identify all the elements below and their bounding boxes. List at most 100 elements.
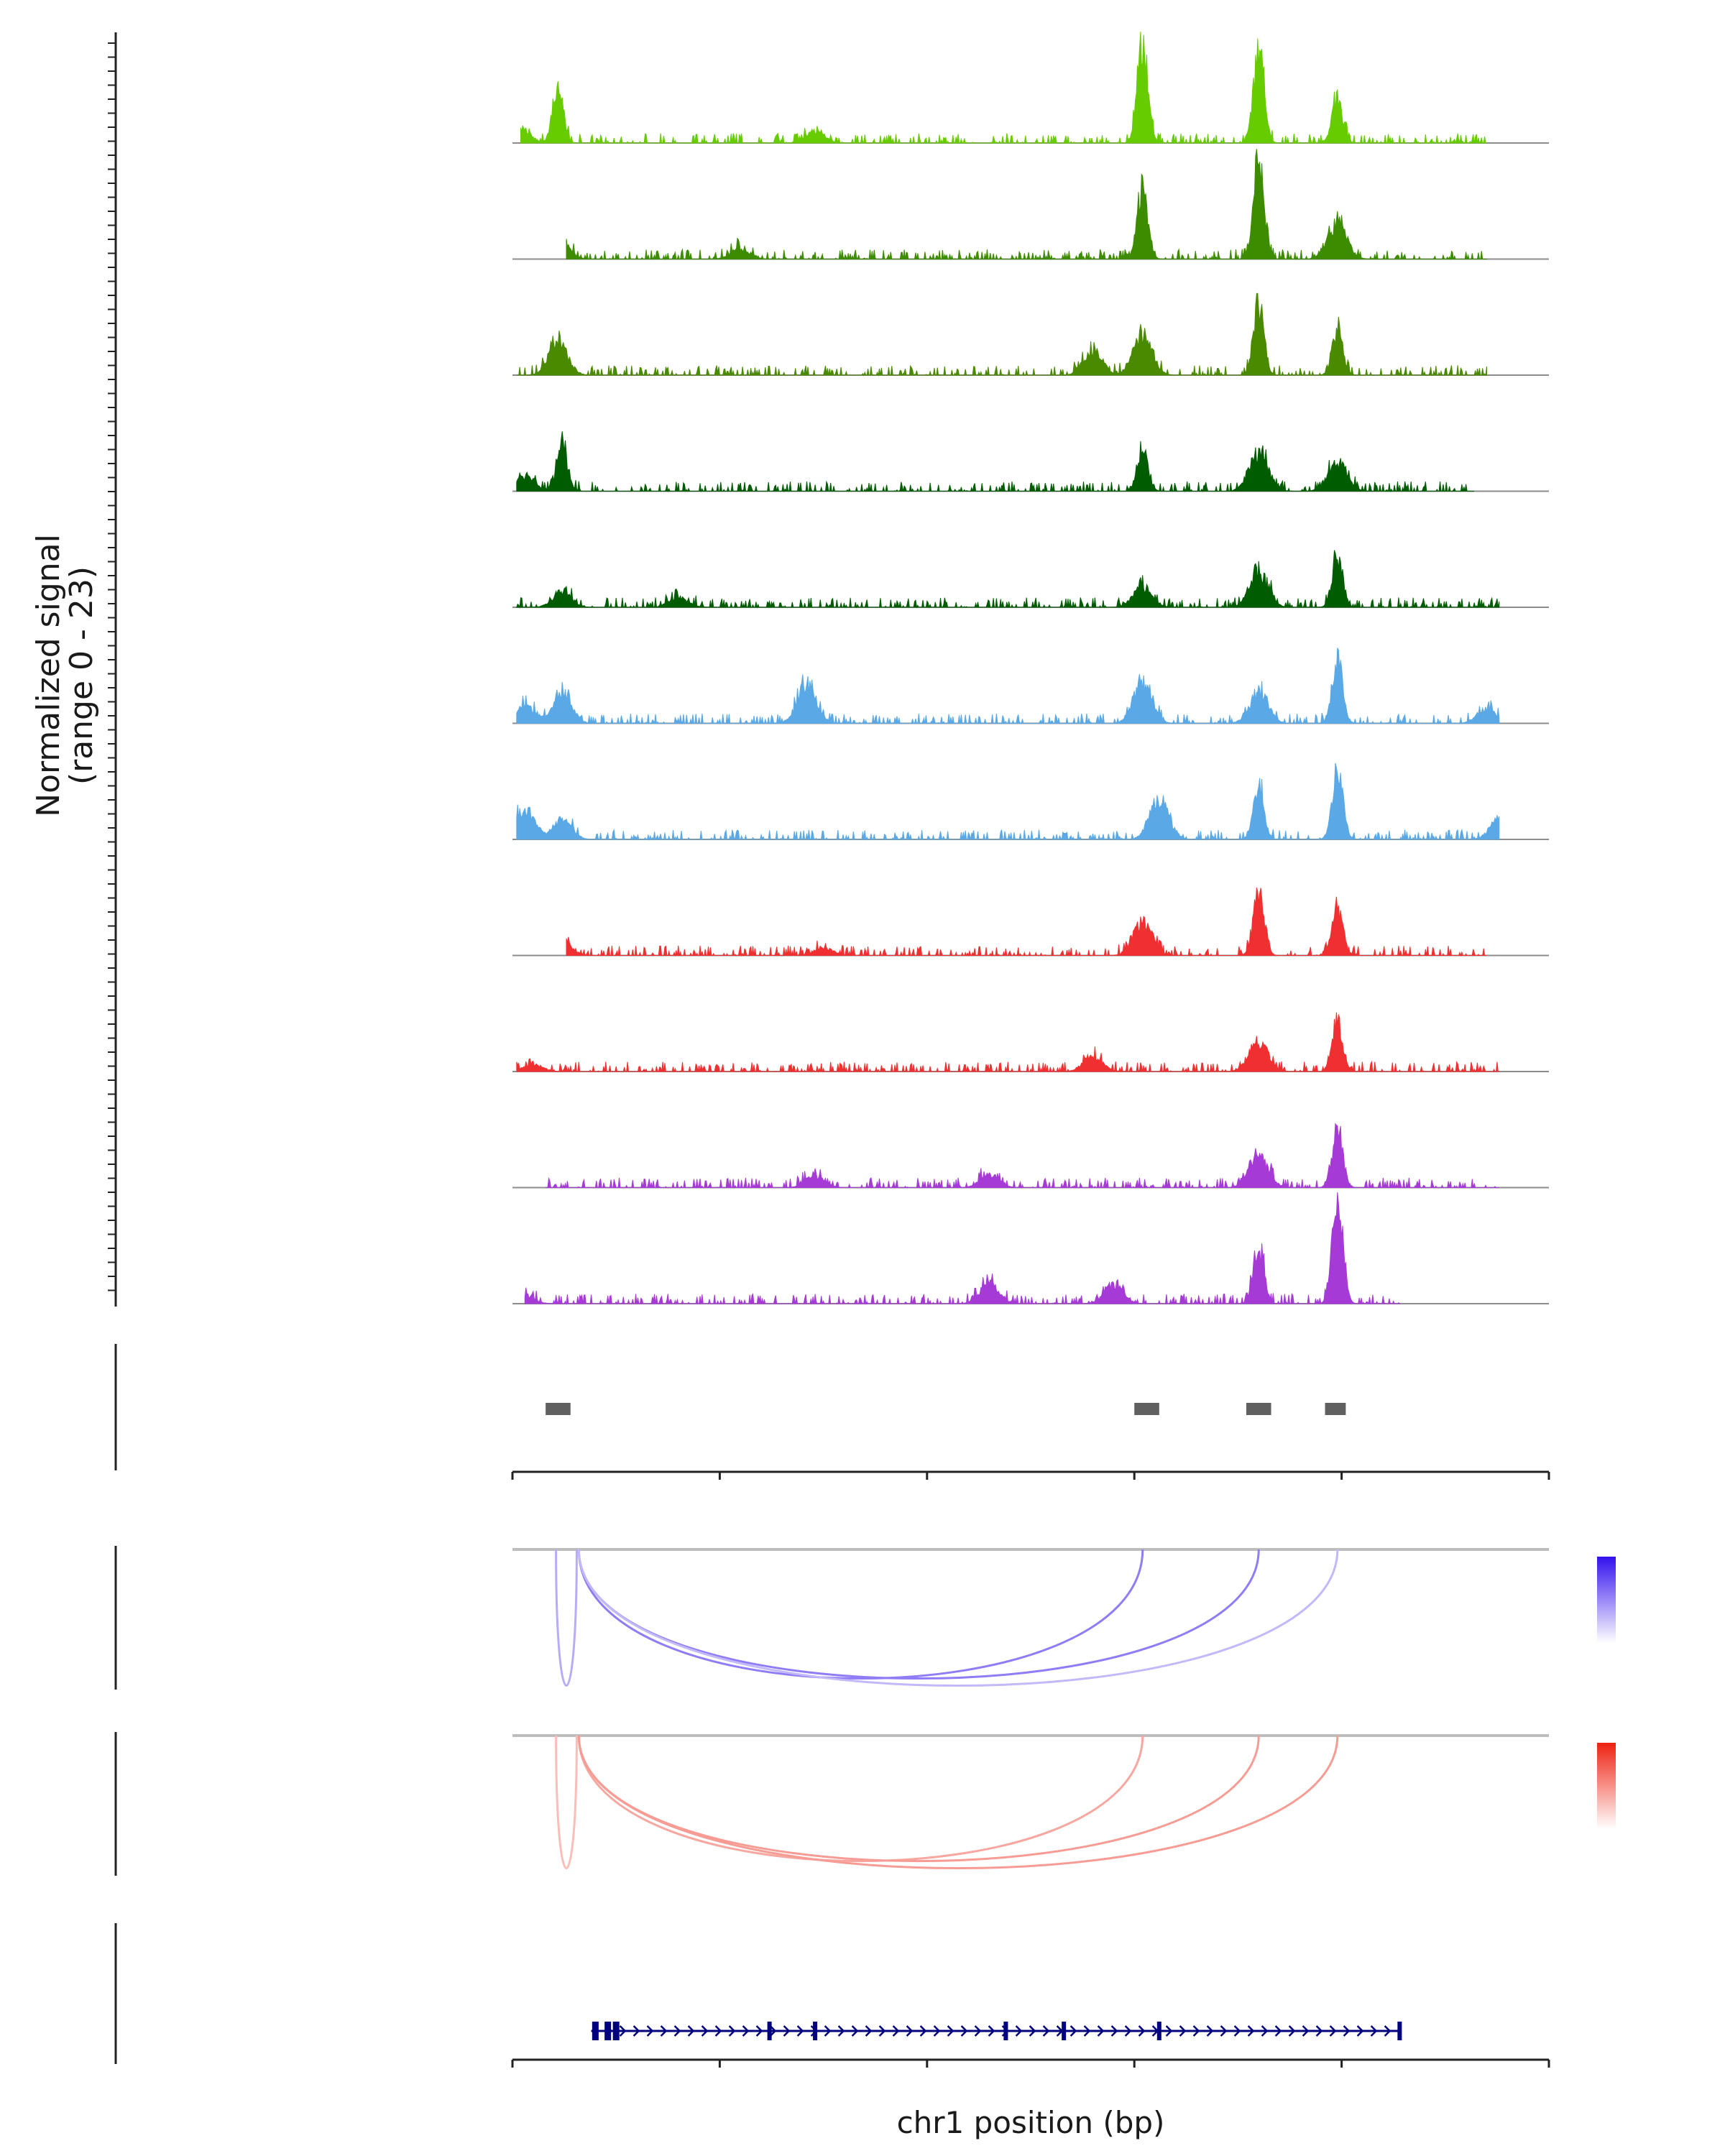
x-axis-title: chr1 position (bp) bbox=[897, 2105, 1165, 2140]
strand-arrow bbox=[1097, 2025, 1105, 2037]
strand-arrow bbox=[783, 2025, 791, 2037]
strand-arrow bbox=[892, 2025, 900, 2037]
gene-exon bbox=[1397, 2022, 1402, 2040]
strand-arrow bbox=[1384, 2025, 1392, 2037]
coverage-track bbox=[512, 888, 1549, 957]
strand-arrow bbox=[1274, 2025, 1282, 2037]
coverage-track bbox=[512, 1192, 1549, 1305]
strand-arrow bbox=[1042, 2025, 1050, 2037]
links-track bbox=[114, 1546, 1616, 1690]
peaks-track bbox=[114, 1344, 1346, 1470]
link-arc bbox=[577, 1549, 1339, 1687]
link-arc bbox=[577, 1735, 1260, 1863]
link-arc bbox=[577, 1735, 1144, 1863]
strand-arrow bbox=[1179, 2025, 1187, 2037]
gene-exon bbox=[592, 2022, 599, 2040]
strand-arrow bbox=[714, 2025, 722, 2037]
strand-arrow bbox=[1165, 2025, 1173, 2037]
coverage-track bbox=[512, 550, 1549, 609]
coverage-tracks bbox=[512, 31, 1549, 1305]
strand-arrow bbox=[1015, 2025, 1023, 2037]
strand-arrow bbox=[974, 2025, 982, 2037]
strand-arrow bbox=[646, 2025, 654, 2037]
strand-arrow bbox=[1261, 2025, 1269, 2037]
link-arc bbox=[577, 1735, 1339, 1870]
strand-arrow bbox=[769, 2025, 777, 2037]
link-arc bbox=[555, 1549, 578, 1687]
strand-arrow bbox=[865, 2025, 873, 2037]
x-axis-top bbox=[511, 1470, 1550, 1480]
strand-arrow bbox=[755, 2025, 763, 2037]
strand-arrow bbox=[1288, 2025, 1296, 2037]
strand-arrow bbox=[632, 2025, 640, 2037]
signal-y-axis bbox=[108, 32, 117, 1307]
peak-region bbox=[1325, 1403, 1346, 1415]
coverage-track bbox=[512, 763, 1549, 841]
gene-exon bbox=[1156, 2022, 1162, 2040]
strand-arrow bbox=[1138, 2025, 1146, 2037]
peak-region bbox=[546, 1403, 571, 1415]
strand-arrow bbox=[1124, 2025, 1132, 2037]
strand-arrow bbox=[837, 2025, 845, 2037]
signal-y-axis-title: Normalized signal bbox=[30, 534, 67, 817]
coverage-area bbox=[516, 550, 1500, 609]
coverage-track bbox=[512, 1123, 1549, 1189]
strand-arrow bbox=[673, 2025, 681, 2037]
legend-colorbar bbox=[1597, 1743, 1616, 1829]
coverage-area bbox=[516, 648, 1500, 725]
strand-arrow bbox=[824, 2025, 832, 2037]
peak-region bbox=[1134, 1403, 1159, 1415]
strand-arrow bbox=[1233, 2025, 1241, 2037]
gene-exon bbox=[604, 2022, 612, 2040]
x-axis-bottom bbox=[511, 2058, 1550, 2068]
strand-arrow bbox=[1083, 2025, 1091, 2037]
strand-arrow bbox=[1343, 2025, 1351, 2037]
coverage-track bbox=[512, 292, 1549, 377]
genes-track bbox=[114, 1923, 1402, 2064]
gene-exon bbox=[813, 2022, 818, 2040]
link-arc bbox=[577, 1549, 1144, 1680]
legend-colorbar bbox=[1597, 1557, 1616, 1643]
strand-arrow bbox=[1192, 2025, 1200, 2037]
strand-arrow bbox=[1370, 2025, 1378, 2037]
coverage-track bbox=[512, 1012, 1549, 1073]
strand-arrow bbox=[1206, 2025, 1214, 2037]
strand-arrow bbox=[796, 2025, 804, 2037]
strand-arrow bbox=[1247, 2025, 1255, 2037]
strand-arrow bbox=[851, 2025, 859, 2037]
strand-arrow bbox=[742, 2025, 750, 2037]
strand-arrow bbox=[1029, 2025, 1036, 2037]
strand-arrow bbox=[1220, 2025, 1228, 2037]
strand-arrow bbox=[919, 2025, 927, 2037]
strand-arrow bbox=[1356, 2025, 1364, 2037]
strand-arrow bbox=[878, 2025, 886, 2037]
coverage-area bbox=[546, 1123, 1499, 1189]
strand-arrow bbox=[947, 2025, 954, 2037]
coverage-track bbox=[512, 31, 1549, 144]
coverage-area bbox=[566, 888, 1487, 957]
strand-arrow bbox=[619, 2025, 627, 2037]
strand-arrow bbox=[1110, 2025, 1118, 2037]
strand-arrow bbox=[1329, 2025, 1337, 2037]
strand-arrow bbox=[933, 2025, 941, 2037]
links-track bbox=[114, 1732, 1616, 1876]
gene-exon bbox=[612, 2022, 620, 2040]
strand-arrow bbox=[701, 2025, 709, 2037]
coverage-area bbox=[516, 431, 1475, 493]
gene-exon bbox=[767, 2022, 772, 2040]
coverage-area bbox=[520, 31, 1487, 144]
strand-arrow bbox=[660, 2025, 668, 2037]
coverage-area bbox=[524, 1192, 1401, 1305]
signal-y-axis-range: (range 0 - 23) bbox=[63, 566, 100, 785]
coverage-area bbox=[516, 1012, 1499, 1073]
coverage-area bbox=[516, 763, 1500, 841]
strand-arrow bbox=[1302, 2025, 1310, 2037]
strand-arrow bbox=[728, 2025, 736, 2037]
strand-arrow bbox=[1070, 2025, 1077, 2037]
strand-arrow bbox=[1315, 2025, 1323, 2037]
link-arc bbox=[555, 1735, 578, 1869]
link-arc bbox=[577, 1549, 1260, 1680]
gene-exon bbox=[1062, 2022, 1067, 2040]
strand-arrow bbox=[906, 2025, 914, 2037]
